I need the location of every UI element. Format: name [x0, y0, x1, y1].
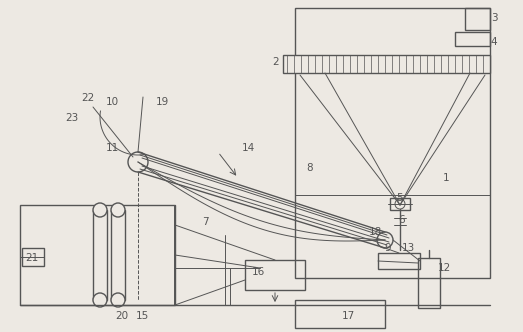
- Bar: [418, 258, 440, 308]
- Text: 22: 22: [82, 93, 95, 103]
- Bar: [390, 198, 410, 210]
- Text: 20: 20: [116, 311, 129, 321]
- Bar: [93, 210, 107, 300]
- Text: 5: 5: [396, 193, 403, 203]
- Bar: [245, 260, 305, 290]
- Text: 17: 17: [342, 311, 355, 321]
- Bar: [295, 300, 385, 328]
- Text: 10: 10: [106, 97, 119, 107]
- Bar: [283, 55, 490, 73]
- Text: 9: 9: [385, 243, 391, 253]
- Bar: [455, 32, 490, 46]
- Text: 18: 18: [368, 227, 382, 237]
- Text: 8: 8: [306, 163, 313, 173]
- Text: 16: 16: [252, 267, 265, 277]
- Text: 19: 19: [155, 97, 168, 107]
- Text: 1: 1: [442, 173, 449, 183]
- Text: 15: 15: [135, 311, 149, 321]
- Bar: [22, 248, 44, 266]
- Text: 13: 13: [401, 243, 415, 253]
- Circle shape: [93, 203, 107, 217]
- Bar: [111, 210, 125, 300]
- Text: 3: 3: [491, 13, 497, 23]
- Text: 7: 7: [202, 217, 208, 227]
- Text: 23: 23: [65, 113, 78, 123]
- Circle shape: [93, 293, 107, 307]
- Text: 12: 12: [437, 263, 451, 273]
- Text: 2: 2: [272, 57, 279, 67]
- Bar: [20, 205, 175, 305]
- Text: 14: 14: [242, 143, 255, 153]
- Text: 21: 21: [26, 253, 39, 263]
- Bar: [378, 253, 420, 269]
- Text: 4: 4: [491, 37, 497, 47]
- Text: 6: 6: [399, 215, 405, 225]
- Circle shape: [111, 293, 125, 307]
- Bar: [465, 8, 490, 30]
- Circle shape: [111, 203, 125, 217]
- Text: 11: 11: [105, 143, 119, 153]
- Bar: [295, 8, 490, 278]
